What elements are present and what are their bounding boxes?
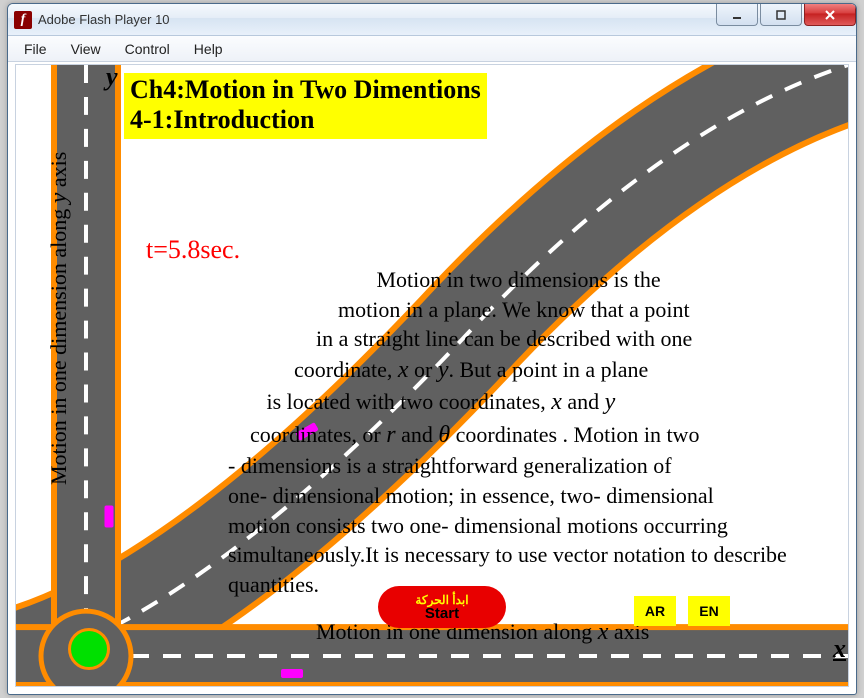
maximize-button[interactable] xyxy=(760,4,802,26)
minimize-icon xyxy=(731,9,743,21)
y-axis-var-top: y xyxy=(106,64,118,92)
lang-en-button[interactable]: EN xyxy=(688,596,730,626)
start-label-en: Start xyxy=(425,606,459,621)
marker-x xyxy=(281,669,303,678)
window-controls xyxy=(714,4,856,26)
x-axis-var-right: x xyxy=(833,634,846,664)
app-window: f Adobe Flash Player 10 File View Contro… xyxy=(7,3,857,695)
lang-ar-button[interactable]: AR xyxy=(634,596,676,626)
start-button[interactable]: ابدأ الحركة Start xyxy=(378,586,506,628)
menu-file[interactable]: File xyxy=(12,38,59,60)
menu-control[interactable]: Control xyxy=(113,38,182,60)
menubar: File View Control Help xyxy=(8,36,856,62)
title-line1: Ch4:Motion in Two Dimentions xyxy=(130,75,481,104)
marker-y xyxy=(105,506,114,528)
titlebar: f Adobe Flash Player 10 xyxy=(8,4,856,36)
canvas: y x Ch4:Motion in Two Dimentions 4-1:Int… xyxy=(16,65,848,686)
chapter-title: Ch4:Motion in Two Dimentions 4-1:Introdu… xyxy=(124,73,487,139)
menu-view[interactable]: View xyxy=(59,38,113,60)
y-axis-label: Motion in one dimension along y axis xyxy=(46,152,73,485)
close-button[interactable] xyxy=(804,4,856,26)
origin-dot xyxy=(68,628,110,670)
start-label-ar: ابدأ الحركة xyxy=(415,594,468,606)
time-label: t=5.8sec. xyxy=(146,235,240,265)
title-line2: 4-1:Introduction xyxy=(130,105,314,134)
window-title: Adobe Flash Player 10 xyxy=(38,12,170,27)
minimize-button[interactable] xyxy=(716,4,758,26)
flash-content: y x Ch4:Motion in Two Dimentions 4-1:Int… xyxy=(15,64,849,687)
maximize-icon xyxy=(775,9,787,21)
close-icon xyxy=(823,8,837,22)
body-text: Motion in two dimensions is the motion i… xyxy=(228,265,848,600)
flash-icon: f xyxy=(14,11,32,29)
flash-icon-glyph: f xyxy=(21,12,26,28)
menu-help[interactable]: Help xyxy=(182,38,235,60)
